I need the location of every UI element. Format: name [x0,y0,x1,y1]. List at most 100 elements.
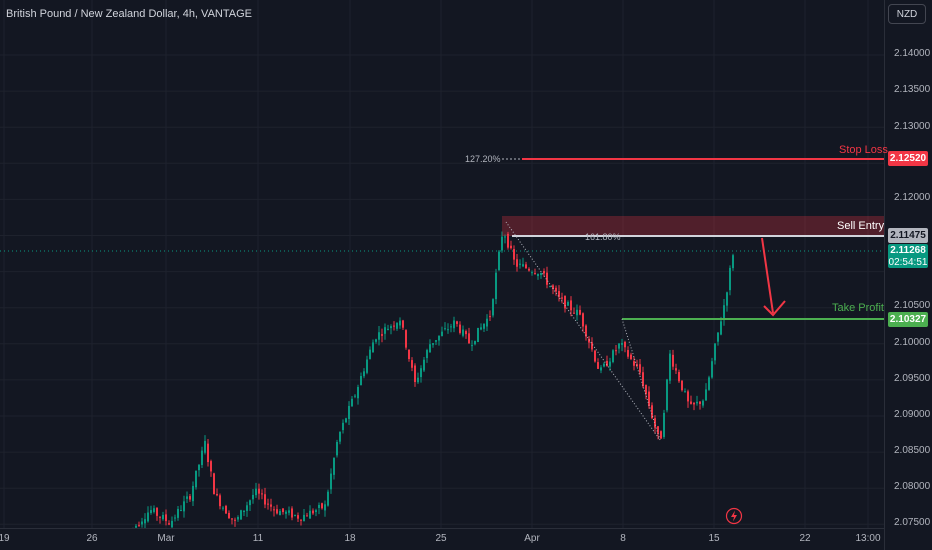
candle-body [228,512,230,519]
candle-body [153,508,155,512]
candle-body [156,507,158,516]
candle-body [576,309,578,316]
candle-body [597,362,599,369]
candle-body [243,510,245,513]
candle-body [720,321,722,335]
countdown-tag: 02:54:51 [888,256,928,268]
candle-body [354,395,356,397]
candle-body [516,259,518,267]
time-tick: 18 [344,533,356,544]
candle-body [657,426,659,434]
candle-body [522,264,524,267]
candle-body [696,401,698,404]
currency-button[interactable]: NZD [888,4,926,24]
candle-body [393,325,395,327]
time-tick: 26 [86,533,98,544]
candle-body [660,431,662,439]
time-tick: 25 [435,533,447,544]
price-tick: 2.09000 [894,409,931,420]
candle-body [381,334,383,336]
candle-body [672,354,674,367]
candle-body [486,318,488,327]
candle-body [555,287,557,292]
candle-body [480,327,482,330]
candle-body [591,342,593,350]
candle-body [534,273,536,275]
candle-body [330,473,332,490]
time-tick: Mar [157,533,175,544]
lightning-icon[interactable] [725,507,743,525]
candle-body [339,431,341,442]
candle-body [294,515,296,517]
candle-body [147,512,149,522]
price-tick: 2.09500 [894,373,931,384]
candle-body [426,350,428,359]
candle-body [513,249,515,260]
price-tick: 2.10000 [894,337,931,348]
price-tick: 2.14000 [894,48,931,59]
candle-body [237,516,239,520]
candle-body [210,461,212,472]
candle-body [321,503,323,509]
candle-body [624,341,626,348]
sell-entry-label[interactable]: Sell Entry [837,220,885,232]
candle-body [681,380,683,391]
candle-body [468,333,470,344]
price-tick: 2.12000 [894,192,931,203]
stop-loss-label[interactable]: Stop Loss [839,144,888,156]
candle-body [216,494,218,496]
candle-body [342,422,344,431]
candle-body [435,340,437,342]
candle-body [525,264,527,269]
candle-body [456,321,458,324]
price-tick: 2.10500 [894,300,931,311]
fib-127-label: 127.20% [465,154,501,164]
candle-body [528,268,530,271]
candle-body [402,320,404,328]
candle-body [552,285,554,290]
candle-body [312,510,314,514]
candle-body [714,343,716,361]
price-tick: 2.13500 [894,84,931,95]
candle-body [645,385,647,395]
candle-body [252,494,254,500]
candle-body [684,391,686,393]
candle-body [585,325,587,337]
candle-body [651,405,653,419]
candle-body [198,464,200,471]
candle-body [474,340,476,345]
candle-body [654,418,656,428]
symbol-title[interactable]: British Pound / New Zealand Dollar, 4h, … [6,8,252,20]
candle-body [612,350,614,362]
candle-body [465,331,467,335]
candle-body [270,504,272,507]
candle-body [282,508,284,513]
sell-entry-price-tag: 2.11475 [888,228,928,243]
candle-body [159,516,161,518]
fib-leg-2 [621,318,661,441]
candle-body [357,386,359,399]
candle-body [150,510,152,513]
candle-body [336,441,338,456]
candle-body [411,360,413,368]
candle-body [297,515,299,519]
candle-body [225,505,227,514]
candle-body [471,345,473,347]
take-profit-label[interactable]: Take Profit [832,302,884,314]
candle-body [345,418,347,423]
candle-body [711,361,713,378]
candle-body [363,371,365,377]
candle-body [648,391,650,407]
candle-body [666,379,668,411]
candle-body [531,272,533,274]
candle-body [507,233,509,248]
take-profit-price-tag: 2.10327 [888,312,928,327]
candle-body [717,332,719,342]
candle-body [399,320,401,326]
candle-body [600,367,602,371]
candle-body [579,309,581,315]
candle-body [501,236,503,251]
candle-body [606,360,608,367]
candle-body [288,510,290,513]
candle-body [546,272,548,285]
